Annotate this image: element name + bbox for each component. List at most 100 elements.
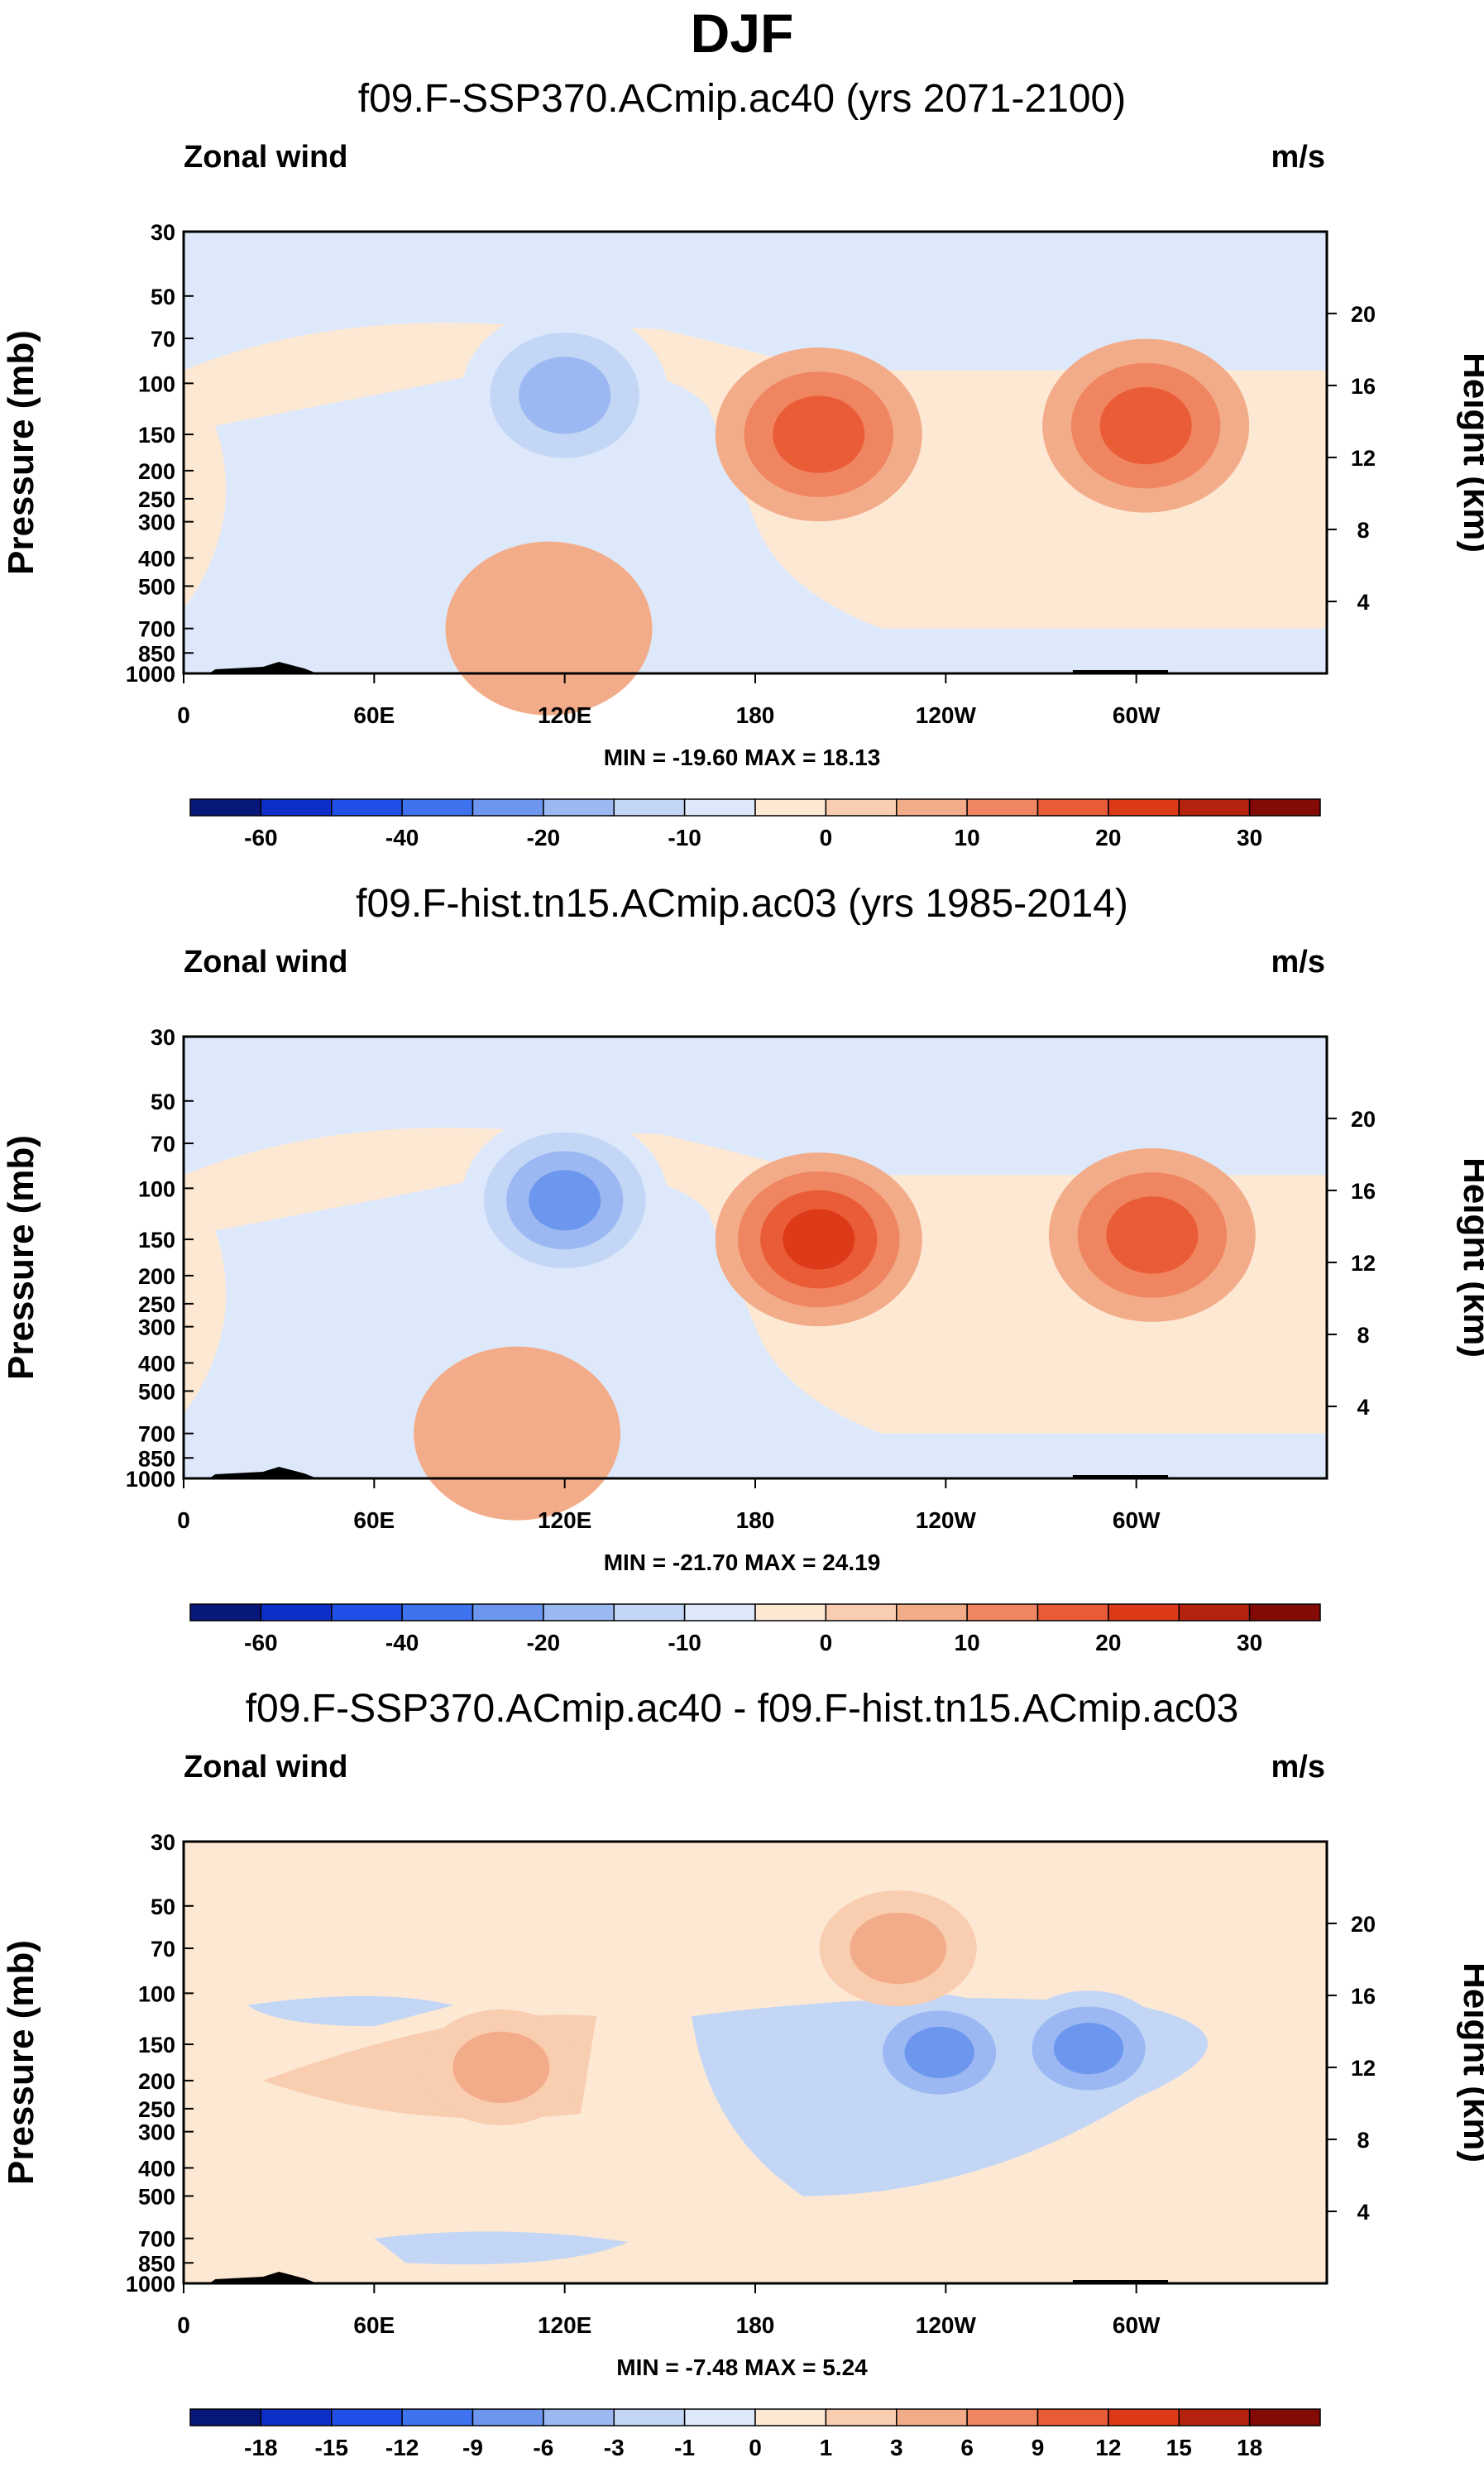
colorbar-box <box>1248 1603 1321 1622</box>
negative-contour <box>904 2026 974 2079</box>
y2-tick-label: 4 <box>1357 2200 1369 2225</box>
colorbar-box <box>331 2408 403 2426</box>
colorbar-label: -15 <box>315 2435 348 2460</box>
x-tick-label: 120E <box>538 2312 591 2338</box>
y2-tick-label: 20 <box>1351 1107 1376 1132</box>
y-tick-label: 400 <box>138 546 175 571</box>
colorbar-label: -60 <box>244 825 277 850</box>
y2-tick-label: 8 <box>1357 2128 1369 2153</box>
x-tick-label: 60W <box>1113 2312 1161 2338</box>
y-tick-label: 500 <box>138 574 175 599</box>
colorbar-box <box>1178 2408 1251 2426</box>
colorbar-box <box>1178 798 1251 817</box>
colorbar-box <box>401 798 474 817</box>
panel-plot: 3050701001502002503004005007008501000201… <box>1 1025 1484 1655</box>
colorbar-label: 0 <box>820 1630 833 1655</box>
positive-contour <box>414 1346 621 1521</box>
negative-region <box>247 1995 454 2027</box>
y-tick-label: 50 <box>151 1090 175 1114</box>
colorbar-box <box>260 1603 333 1622</box>
colorbar-box <box>401 1603 474 1622</box>
y2-tick-label: 20 <box>1351 1912 1376 1937</box>
colorbar-label: -9 <box>462 2435 483 2460</box>
colorbar-box <box>613 798 686 817</box>
colorbar-box <box>189 1603 262 1622</box>
panel-historical: f09.F-hist.tn15.ACmip.ac03 (yrs 1985-201… <box>0 879 1484 1686</box>
y2-tick-label: 20 <box>1351 302 1376 327</box>
x-tick-label: 0 <box>177 702 190 728</box>
colorbar-label: -60 <box>244 1630 277 1655</box>
y2-tick-label: 8 <box>1357 1323 1369 1348</box>
colorbar-label: -1 <box>674 2435 695 2460</box>
y2-tick-label: 4 <box>1357 1395 1369 1420</box>
y2-axis-title: Height (km) <box>1456 352 1484 553</box>
colorbar-label: -18 <box>244 2435 277 2460</box>
min-max-text: MIN = -19.60 MAX = 18.13 <box>603 745 881 770</box>
y-tick-label: 150 <box>138 1228 175 1253</box>
positive-contour <box>773 395 865 473</box>
y-tick-label: 400 <box>138 1351 175 1376</box>
colorbar-box <box>683 798 756 817</box>
y2-tick-label: 16 <box>1351 1984 1376 2009</box>
panel-plot: 3050701001502002503004005007008501000201… <box>1 220 1484 850</box>
colorbar-box <box>472 1603 544 1622</box>
y-tick-label: 30 <box>151 1830 175 1855</box>
positive-contour <box>1099 386 1192 465</box>
y-tick-label: 200 <box>138 2069 175 2094</box>
colorbar-box <box>683 1603 756 1622</box>
y-tick-label: 1000 <box>126 662 175 687</box>
y-tick-label: 50 <box>151 1895 175 1919</box>
y-tick-label: 300 <box>138 1315 175 1340</box>
colorbar-box <box>613 1603 686 1622</box>
x-tick-label: 180 <box>736 702 775 728</box>
y-tick-label: 500 <box>138 1379 175 1404</box>
variable-label: Zonal wind <box>184 945 348 980</box>
x-tick-label: 120W <box>916 2312 977 2338</box>
y-tick-label: 850 <box>138 2251 175 2276</box>
y2-tick-label: 12 <box>1351 1251 1376 1276</box>
y-tick-label: 250 <box>138 2097 175 2122</box>
panel-title: f09.F-SSP370.ACmip.ac40 (yrs 2071-2100) <box>357 77 1127 121</box>
x-tick-label: 120W <box>916 702 977 728</box>
y-axis-title: Pressure (mb) <box>1 1135 41 1380</box>
colorbar-box <box>1036 2408 1109 2426</box>
colorbar-box <box>331 798 403 817</box>
y-tick-label: 500 <box>138 2184 175 2209</box>
x-tick-label: 0 <box>177 2312 190 2338</box>
y-tick-label: 150 <box>138 423 175 448</box>
panel-title: f09.F-SSP370.ACmip.ac40 - f09.F-hist.tn1… <box>245 1687 1239 1731</box>
y-tick-label: 50 <box>151 285 175 309</box>
units-label: m/s <box>1271 140 1325 175</box>
y-tick-label: 400 <box>138 2156 175 2181</box>
positive-contour <box>1106 1196 1199 1274</box>
negative-contour <box>1053 2022 1124 2075</box>
colorbar-label: 9 <box>1032 2435 1045 2460</box>
colorbar-box <box>543 798 615 817</box>
y2-tick-label: 8 <box>1357 518 1369 543</box>
colorbar-box <box>683 2408 756 2426</box>
upper-band <box>184 1037 1327 1106</box>
x-tick-label: 120E <box>538 702 591 728</box>
topography <box>208 1467 318 1478</box>
y-tick-label: 200 <box>138 459 175 484</box>
y-tick-label: 30 <box>151 1025 175 1050</box>
y-tick-label: 70 <box>151 1937 175 1962</box>
positive-contour <box>850 1912 947 1985</box>
y-tick-label: 150 <box>138 2033 175 2057</box>
colorbar-label: 6 <box>960 2435 974 2460</box>
x-tick-label: 0 <box>177 1507 190 1533</box>
x-tick-label: 60E <box>353 2312 395 2338</box>
topography <box>208 662 318 673</box>
y-tick-label: 850 <box>138 1446 175 1471</box>
variable-label: Zonal wind <box>184 140 348 175</box>
x-tick-label: 60E <box>353 702 395 728</box>
x-tick-label: 180 <box>736 1507 775 1533</box>
positive-contour <box>445 541 653 716</box>
colorbar-label: -6 <box>533 2435 553 2460</box>
colorbar-box <box>331 1603 403 1622</box>
topography <box>1072 2280 1169 2283</box>
y-axis-title: Pressure (mb) <box>1 1940 41 2185</box>
negative-contour <box>529 1170 601 1231</box>
colorbar-box <box>472 798 544 817</box>
